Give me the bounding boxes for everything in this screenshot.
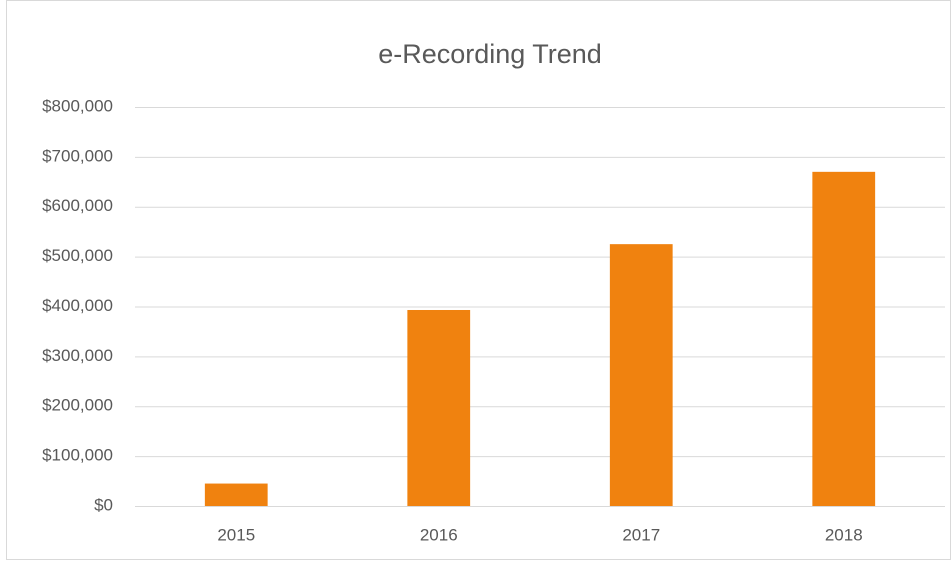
bar bbox=[407, 309, 471, 506]
y-tick-label: $0 bbox=[94, 495, 113, 514]
bar bbox=[609, 244, 673, 506]
chart-border bbox=[6, 0, 951, 560]
x-tick-label: 2017 bbox=[622, 525, 660, 544]
bar bbox=[812, 171, 876, 506]
y-tick-label: $400,000 bbox=[42, 296, 113, 315]
bar bbox=[204, 483, 268, 506]
chart-title: e-Recording Trend bbox=[378, 39, 602, 69]
y-tick-label: $600,000 bbox=[42, 196, 113, 215]
y-tick-label: $500,000 bbox=[42, 246, 113, 265]
x-tick-label: 2015 bbox=[217, 525, 255, 544]
x-tick-label: 2016 bbox=[420, 525, 458, 544]
y-tick-label: $100,000 bbox=[42, 446, 113, 465]
y-tick-label: $800,000 bbox=[42, 96, 113, 115]
y-tick-label: $200,000 bbox=[42, 396, 113, 415]
y-tick-label: $700,000 bbox=[42, 146, 113, 165]
x-tick-label: 2018 bbox=[825, 525, 863, 544]
y-tick-label: $300,000 bbox=[42, 346, 113, 365]
